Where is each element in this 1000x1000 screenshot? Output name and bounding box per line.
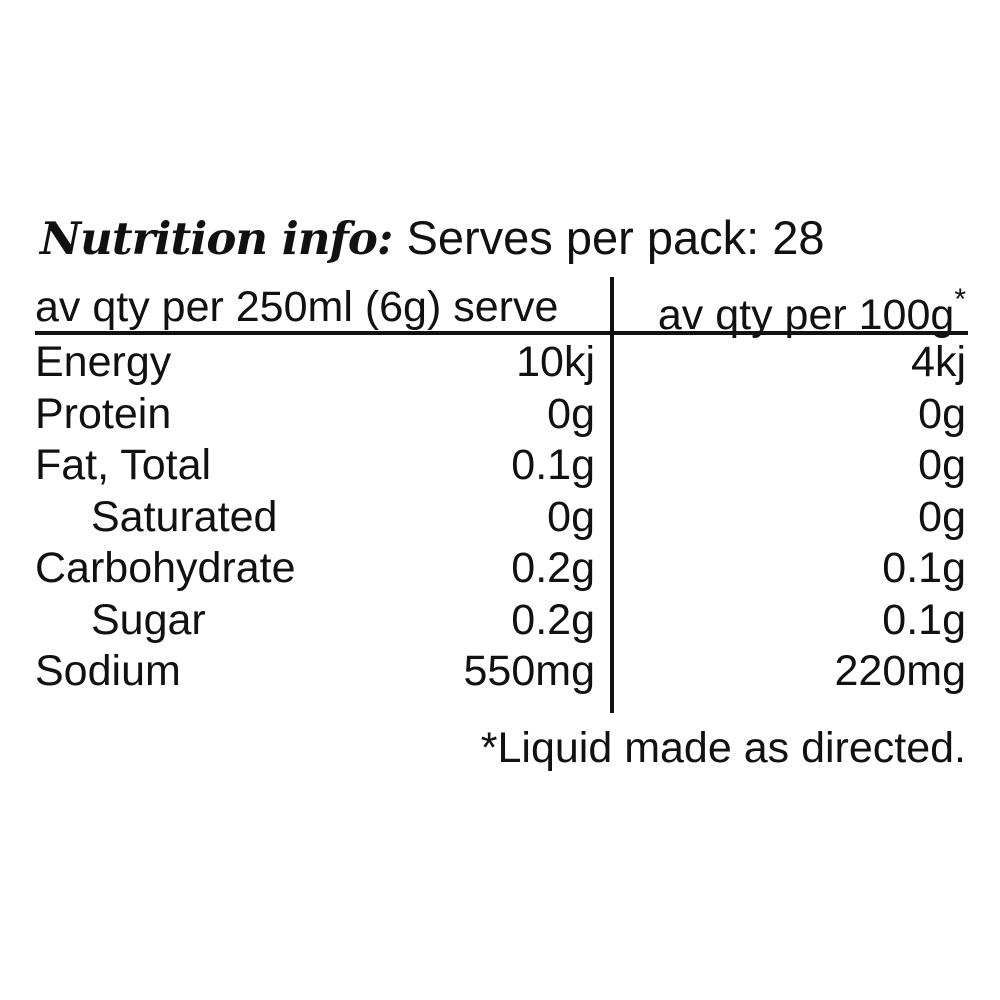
- per-serve-value: 0.2g: [511, 544, 595, 593]
- nutrient-label: Carbohydrate: [35, 544, 296, 593]
- per-100g-value: 0.1g: [882, 544, 966, 593]
- per-serve-value: 0g: [547, 389, 595, 438]
- table-row-sodium: Sodium 550mg 220mg: [35, 646, 966, 698]
- per-serve-value: 550mg: [463, 647, 595, 696]
- column-divider-rule: [610, 277, 614, 713]
- nutrient-label: Sodium: [35, 647, 181, 696]
- per-serve-value: 0g: [547, 492, 595, 541]
- nutrient-label: Protein: [35, 389, 172, 438]
- nutrient-label: Fat, Total: [35, 441, 212, 490]
- footnote-asterisk-mark: *: [954, 283, 966, 316]
- serves-per-pack-text: Serves per pack: 28: [406, 211, 825, 264]
- per-serve-column-header: av qty per 250ml (6g) serve: [35, 283, 559, 331]
- per-serve-value: 10kj: [516, 338, 595, 387]
- nutrient-label: Saturated: [91, 492, 278, 541]
- nutrient-label: Energy: [35, 338, 172, 387]
- per-serve-value: 0.1g: [511, 441, 595, 490]
- table-row-saturated: Saturated 0g 0g: [35, 492, 966, 544]
- table-row-protein: Protein 0g 0g: [35, 389, 966, 441]
- panel-title: Nutrition info: Serves per pack: 28: [40, 210, 825, 265]
- header-divider-rule: [35, 331, 968, 335]
- nutrition-info-script-title: Nutrition info:: [40, 212, 394, 265]
- liquid-directed-footnote: *Liquid made as directed.: [480, 724, 966, 772]
- table-row-fat-total: Fat, Total 0.1g 0g: [35, 440, 966, 492]
- column-headers: av qty per 250ml (6g) serve av qty per 1…: [35, 283, 966, 340]
- table-row-sugar: Sugar 0.2g 0.1g: [35, 595, 966, 647]
- per-100g-value: 220mg: [834, 647, 966, 696]
- nutrient-table: Energy 10kj 4kj Protein 0g 0g Fat, Total…: [35, 337, 966, 698]
- nutrient-label: Sugar: [91, 595, 206, 644]
- per-100g-value: 4kj: [911, 338, 966, 387]
- per-100g-value: 0g: [918, 492, 966, 541]
- per-serve-value: 0.2g: [511, 595, 595, 644]
- per-100g-value: 0g: [918, 441, 966, 490]
- table-row-energy: Energy 10kj 4kj: [35, 337, 966, 389]
- per-100g-value: 0.1g: [882, 595, 966, 644]
- per-100g-value: 0g: [918, 389, 966, 438]
- table-row-carbohydrate: Carbohydrate 0.2g 0.1g: [35, 543, 966, 595]
